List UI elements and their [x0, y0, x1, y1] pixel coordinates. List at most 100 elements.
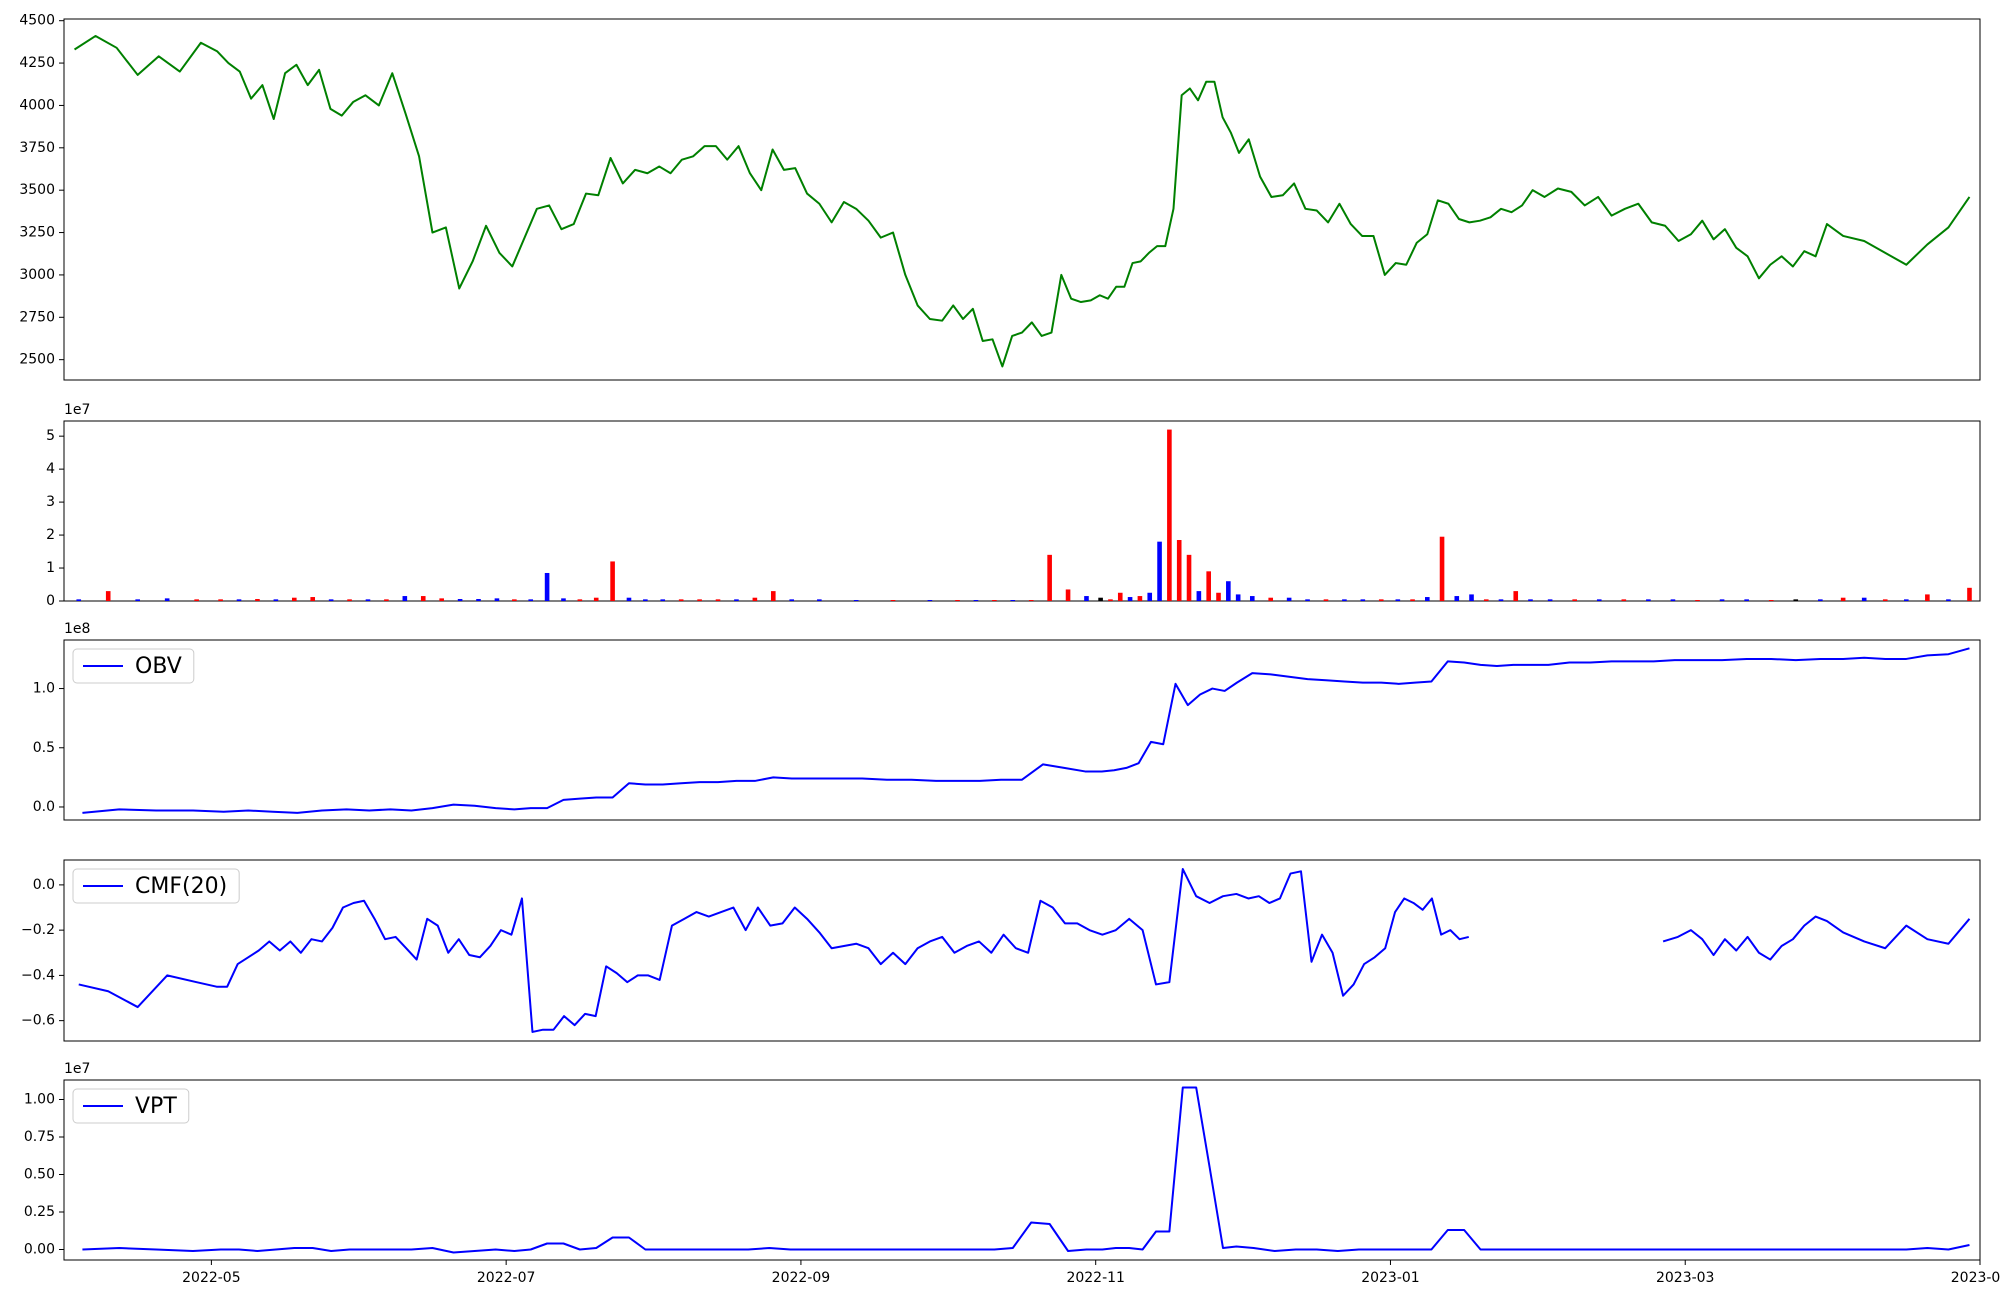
volume-bar [643, 599, 648, 601]
volume-bar [1946, 599, 1951, 601]
volume-bar [476, 599, 481, 601]
plot-frame [63, 420, 1981, 602]
volume-bar [1528, 599, 1533, 601]
volume-bar [626, 597, 632, 601]
axis-offset-label: 1e7 [64, 402, 90, 418]
y-tick-label: 2500 [19, 352, 55, 368]
volume-bar [494, 598, 500, 601]
volume-bar [1098, 597, 1103, 601]
legend-box [72, 1088, 190, 1124]
volume-bar [1235, 594, 1241, 601]
x-tick-label: 2022-05 [182, 1270, 241, 1286]
y-tick-label: 0.5 [33, 740, 55, 756]
volume-bar [1268, 597, 1274, 601]
volume-bar [1395, 599, 1401, 601]
axis-offset-label: 1e7 [64, 1061, 90, 1077]
volume-bar [1286, 597, 1292, 601]
volume-bar [770, 591, 776, 601]
volume-bar [1186, 554, 1192, 601]
volume-bar [992, 600, 997, 601]
volume-bar [593, 597, 599, 601]
volume-bar [1127, 597, 1133, 601]
y-tick-label: 3250 [19, 225, 55, 241]
volume-bar [1596, 599, 1602, 601]
volume-bar [1882, 599, 1888, 601]
volume-bar [1744, 599, 1749, 601]
volume-bar [1695, 600, 1700, 601]
plot-frame [63, 859, 1981, 1042]
data-line [78, 868, 1971, 1033]
volume-bar [439, 598, 444, 601]
volume-bar [660, 599, 666, 601]
legend-text: CMF(20) [135, 874, 227, 899]
y-tick-label: 2750 [19, 309, 55, 325]
volume-bar [1028, 600, 1034, 601]
volume-bar [610, 561, 615, 601]
volume-bar [1861, 597, 1867, 601]
volume-bar [973, 600, 979, 601]
volume-bar [1206, 571, 1211, 601]
volume-bar [1065, 589, 1071, 601]
volume-bar [817, 599, 822, 601]
volume-bar [1513, 591, 1519, 601]
y-tick-label: 3 [46, 494, 55, 510]
y-tick-label: 4250 [19, 55, 55, 71]
volume-bar [1196, 591, 1202, 601]
volume-bar [1469, 594, 1474, 601]
volume-bar [1305, 599, 1310, 601]
volume-bar [1498, 599, 1504, 601]
volume-bar [1157, 541, 1162, 601]
volume-bar [1925, 594, 1930, 601]
volume-bar [1967, 587, 1972, 601]
volume-bar [678, 599, 684, 601]
x-tick-label: 2022-11 [1066, 1270, 1125, 1286]
volume-bar [955, 600, 960, 601]
volume-bar [1425, 597, 1430, 601]
y-tick-label: −0.6 [21, 1013, 55, 1029]
y-tick-label: 2 [46, 527, 55, 543]
y-tick-label: 4500 [19, 13, 55, 29]
volume-bar [927, 600, 933, 601]
y-tick-label: 0.0 [33, 799, 55, 815]
volume-bar [1547, 599, 1553, 601]
volume-bar [135, 599, 140, 601]
volume-bar [697, 599, 702, 601]
volume-bar [384, 599, 389, 601]
y-tick-label: 0.0 [33, 877, 55, 893]
volume-bar [577, 599, 583, 601]
volume-bar [164, 598, 170, 601]
volume-bar [365, 599, 371, 601]
volume-bar [218, 599, 223, 601]
x-tick-label: 2022-07 [477, 1270, 536, 1286]
volume-bar [512, 599, 517, 601]
volume-bar [1768, 600, 1774, 601]
volume-bar [890, 600, 896, 601]
x-tick-label: 2023-05 [1951, 1270, 2000, 1286]
y-tick-label: 1.00 [24, 1092, 55, 1108]
y-tick-label: 0.00 [24, 1242, 55, 1258]
volume-bar [76, 599, 82, 601]
y-tick-label: 5 [46, 428, 55, 444]
y-tick-label: 4 [46, 461, 55, 477]
y-tick-label: 3000 [19, 267, 55, 283]
y-tick-label: 0.75 [24, 1129, 55, 1145]
volume-bar [1904, 599, 1909, 601]
volume-bar [328, 599, 334, 601]
volume-bar [1840, 597, 1846, 601]
y-tick-label: 0.50 [24, 1167, 55, 1183]
plot-frame [63, 639, 1981, 821]
volume-bar [457, 599, 463, 601]
volume-bar [1226, 581, 1231, 601]
plot-frame [63, 18, 1981, 381]
volume-bar [734, 599, 739, 601]
y-tick-label: 3500 [19, 182, 55, 198]
volume-bar [1439, 536, 1445, 601]
volume-bar [1483, 599, 1489, 601]
legend-box [72, 648, 195, 684]
volume-bar [789, 599, 795, 601]
legend-text: VPT [135, 1094, 177, 1119]
volume-bar [1108, 599, 1113, 601]
x-tick-label: 2023-01 [1361, 1270, 1420, 1286]
